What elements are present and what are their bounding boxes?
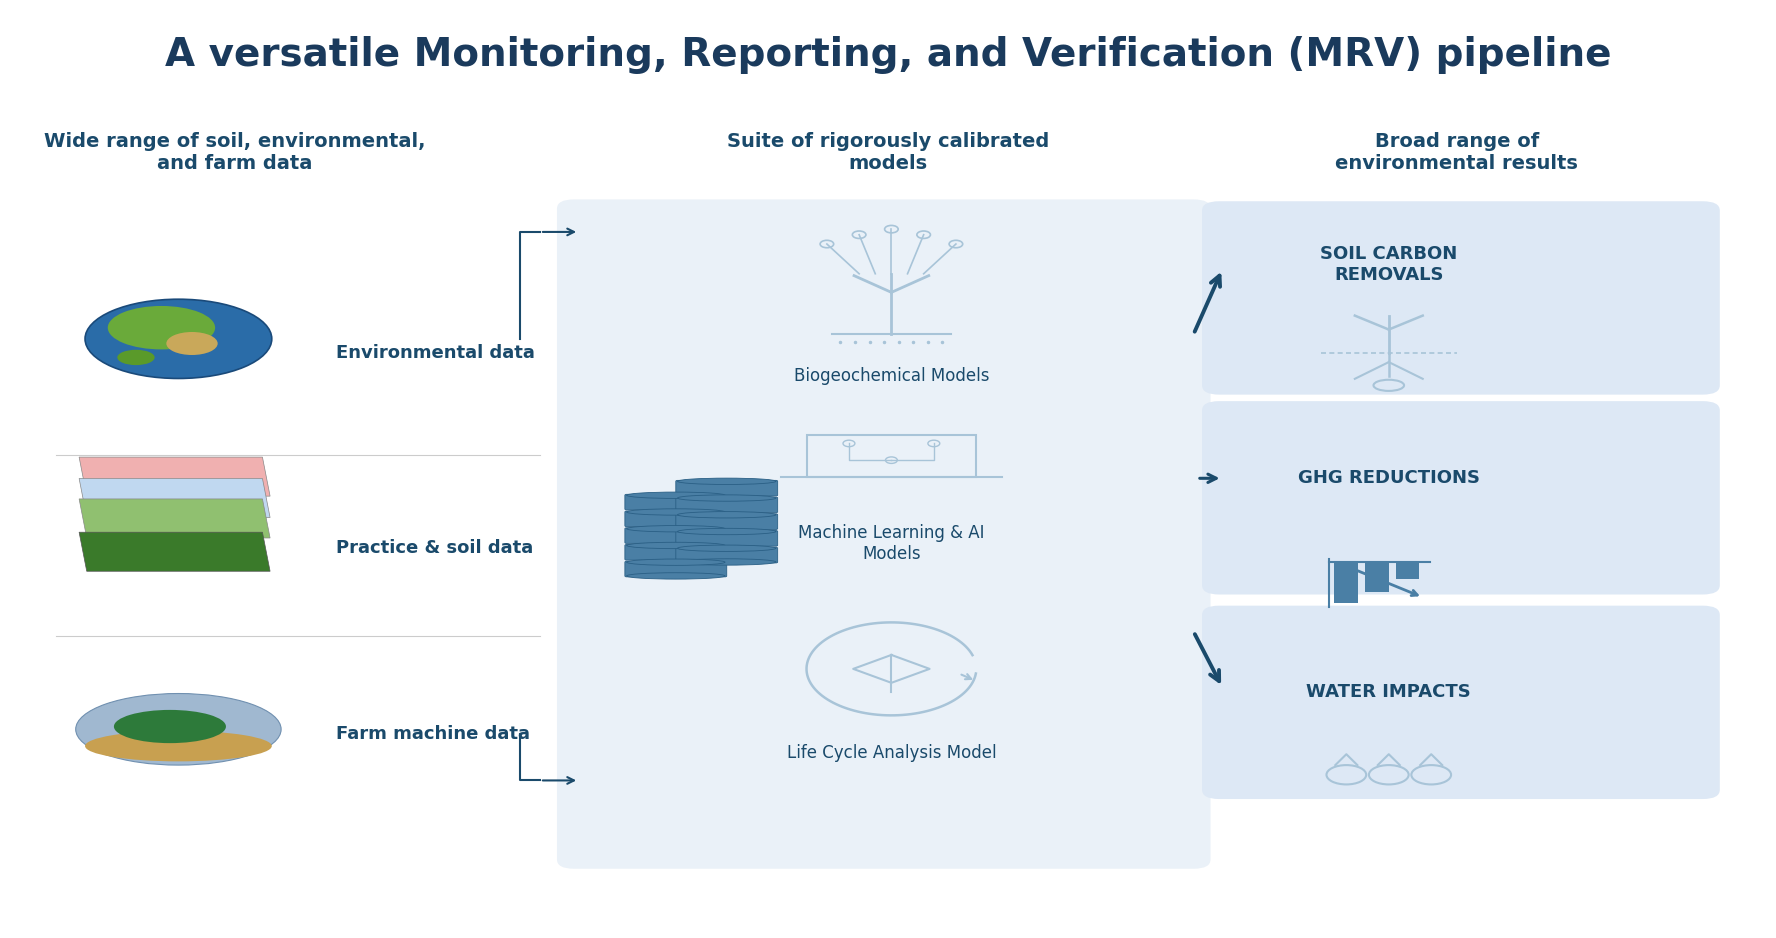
- FancyBboxPatch shape: [625, 561, 726, 577]
- FancyBboxPatch shape: [625, 545, 726, 560]
- Text: Farm machine data: Farm machine data: [336, 725, 531, 743]
- Ellipse shape: [677, 559, 776, 566]
- Ellipse shape: [627, 559, 725, 566]
- Text: Wide range of soil, environmental,
and farm data: Wide range of soil, environmental, and f…: [44, 132, 424, 174]
- Bar: [1396, 562, 1419, 579]
- Ellipse shape: [627, 492, 725, 498]
- FancyBboxPatch shape: [1202, 606, 1719, 799]
- Ellipse shape: [677, 495, 776, 501]
- Text: SOIL CARBON
REMOVALS: SOIL CARBON REMOVALS: [1320, 245, 1458, 284]
- Ellipse shape: [85, 731, 272, 762]
- Text: Machine Learning & AI
Models: Machine Learning & AI Models: [797, 524, 984, 563]
- Polygon shape: [80, 457, 270, 496]
- FancyBboxPatch shape: [1202, 202, 1719, 395]
- Ellipse shape: [627, 542, 725, 549]
- Text: Suite of rigorously calibrated
models: Suite of rigorously calibrated models: [726, 132, 1050, 174]
- Polygon shape: [80, 532, 270, 571]
- Polygon shape: [80, 499, 270, 538]
- Ellipse shape: [677, 545, 776, 552]
- FancyBboxPatch shape: [677, 531, 778, 546]
- Ellipse shape: [167, 332, 218, 355]
- Text: GHG REDUCTIONS: GHG REDUCTIONS: [1298, 469, 1479, 488]
- FancyBboxPatch shape: [677, 480, 778, 496]
- FancyBboxPatch shape: [677, 497, 778, 513]
- Polygon shape: [80, 478, 270, 518]
- Text: A versatile Monitoring, Reporting, and Verification (MRV) pipeline: A versatile Monitoring, Reporting, and V…: [165, 37, 1611, 74]
- FancyBboxPatch shape: [677, 514, 778, 529]
- Ellipse shape: [627, 573, 725, 579]
- Text: Environmental data: Environmental data: [336, 344, 535, 362]
- FancyBboxPatch shape: [625, 494, 726, 510]
- Bar: [1366, 562, 1389, 592]
- Text: Biogeochemical Models: Biogeochemical Models: [794, 367, 989, 385]
- Ellipse shape: [627, 508, 725, 515]
- Text: Broad range of
environmental results: Broad range of environmental results: [1336, 132, 1579, 174]
- Ellipse shape: [677, 528, 776, 535]
- Ellipse shape: [114, 710, 226, 743]
- FancyBboxPatch shape: [558, 200, 1211, 869]
- Ellipse shape: [677, 511, 776, 518]
- Ellipse shape: [627, 525, 725, 532]
- FancyBboxPatch shape: [625, 511, 726, 526]
- Text: Life Cycle Analysis Model: Life Cycle Analysis Model: [787, 744, 996, 762]
- Text: WATER IMPACTS: WATER IMPACTS: [1307, 683, 1471, 701]
- Ellipse shape: [76, 693, 281, 765]
- FancyBboxPatch shape: [625, 528, 726, 543]
- Text: Practice & soil data: Practice & soil data: [336, 539, 533, 557]
- Ellipse shape: [85, 299, 272, 378]
- Ellipse shape: [108, 306, 215, 350]
- FancyBboxPatch shape: [1202, 401, 1719, 595]
- Ellipse shape: [677, 478, 776, 485]
- FancyBboxPatch shape: [677, 547, 778, 563]
- Bar: [1334, 562, 1359, 603]
- Ellipse shape: [117, 350, 155, 365]
